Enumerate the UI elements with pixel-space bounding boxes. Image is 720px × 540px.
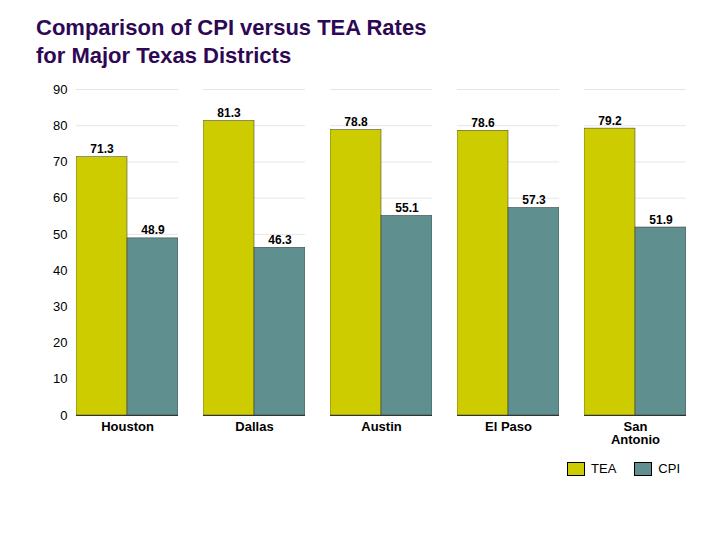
svg-text:Houston: Houston — [101, 419, 154, 434]
svg-text:50: 50 — [53, 227, 67, 242]
svg-text:57.3: 57.3 — [522, 193, 546, 207]
html-text:for Major Texas Districts: for Major Texas Districts — [36, 42, 292, 68]
svg-text:Dallas: Dallas — [235, 419, 273, 434]
svg-text:79.2: 79.2 — [598, 114, 622, 128]
svg-text:71.3: 71.3 — [90, 142, 114, 156]
svg-text:78.6: 78.6 — [471, 116, 495, 130]
html-text:TEA: TEA — [591, 461, 617, 476]
svg-text:40: 40 — [53, 263, 67, 278]
svg-text:48.9: 48.9 — [141, 223, 165, 237]
svg-text:20: 20 — [53, 335, 67, 350]
svg-text:El Paso: El Paso — [485, 419, 532, 434]
svg-text:0: 0 — [60, 408, 67, 423]
svg-text:81.3: 81.3 — [217, 106, 241, 120]
svg-text:55.1: 55.1 — [395, 201, 419, 215]
svg-text:30: 30 — [53, 299, 67, 314]
svg-text:SanAntonio: SanAntonio — [611, 419, 660, 447]
html-text:CPI: CPI — [658, 461, 680, 476]
svg-text:51.9: 51.9 — [649, 213, 673, 227]
html-text:Comparison of CPI versus TEA R: Comparison of CPI versus TEA Rates — [36, 15, 427, 40]
svg-text:60: 60 — [53, 190, 67, 205]
svg-text:Austin: Austin — [361, 419, 402, 434]
svg-text:90: 90 — [53, 82, 67, 97]
svg-text:80: 80 — [53, 118, 67, 133]
svg-text:46.3: 46.3 — [268, 233, 292, 247]
svg-text:10: 10 — [53, 371, 67, 386]
svg-text:78.8: 78.8 — [344, 115, 368, 129]
svg-text:70: 70 — [53, 154, 67, 169]
